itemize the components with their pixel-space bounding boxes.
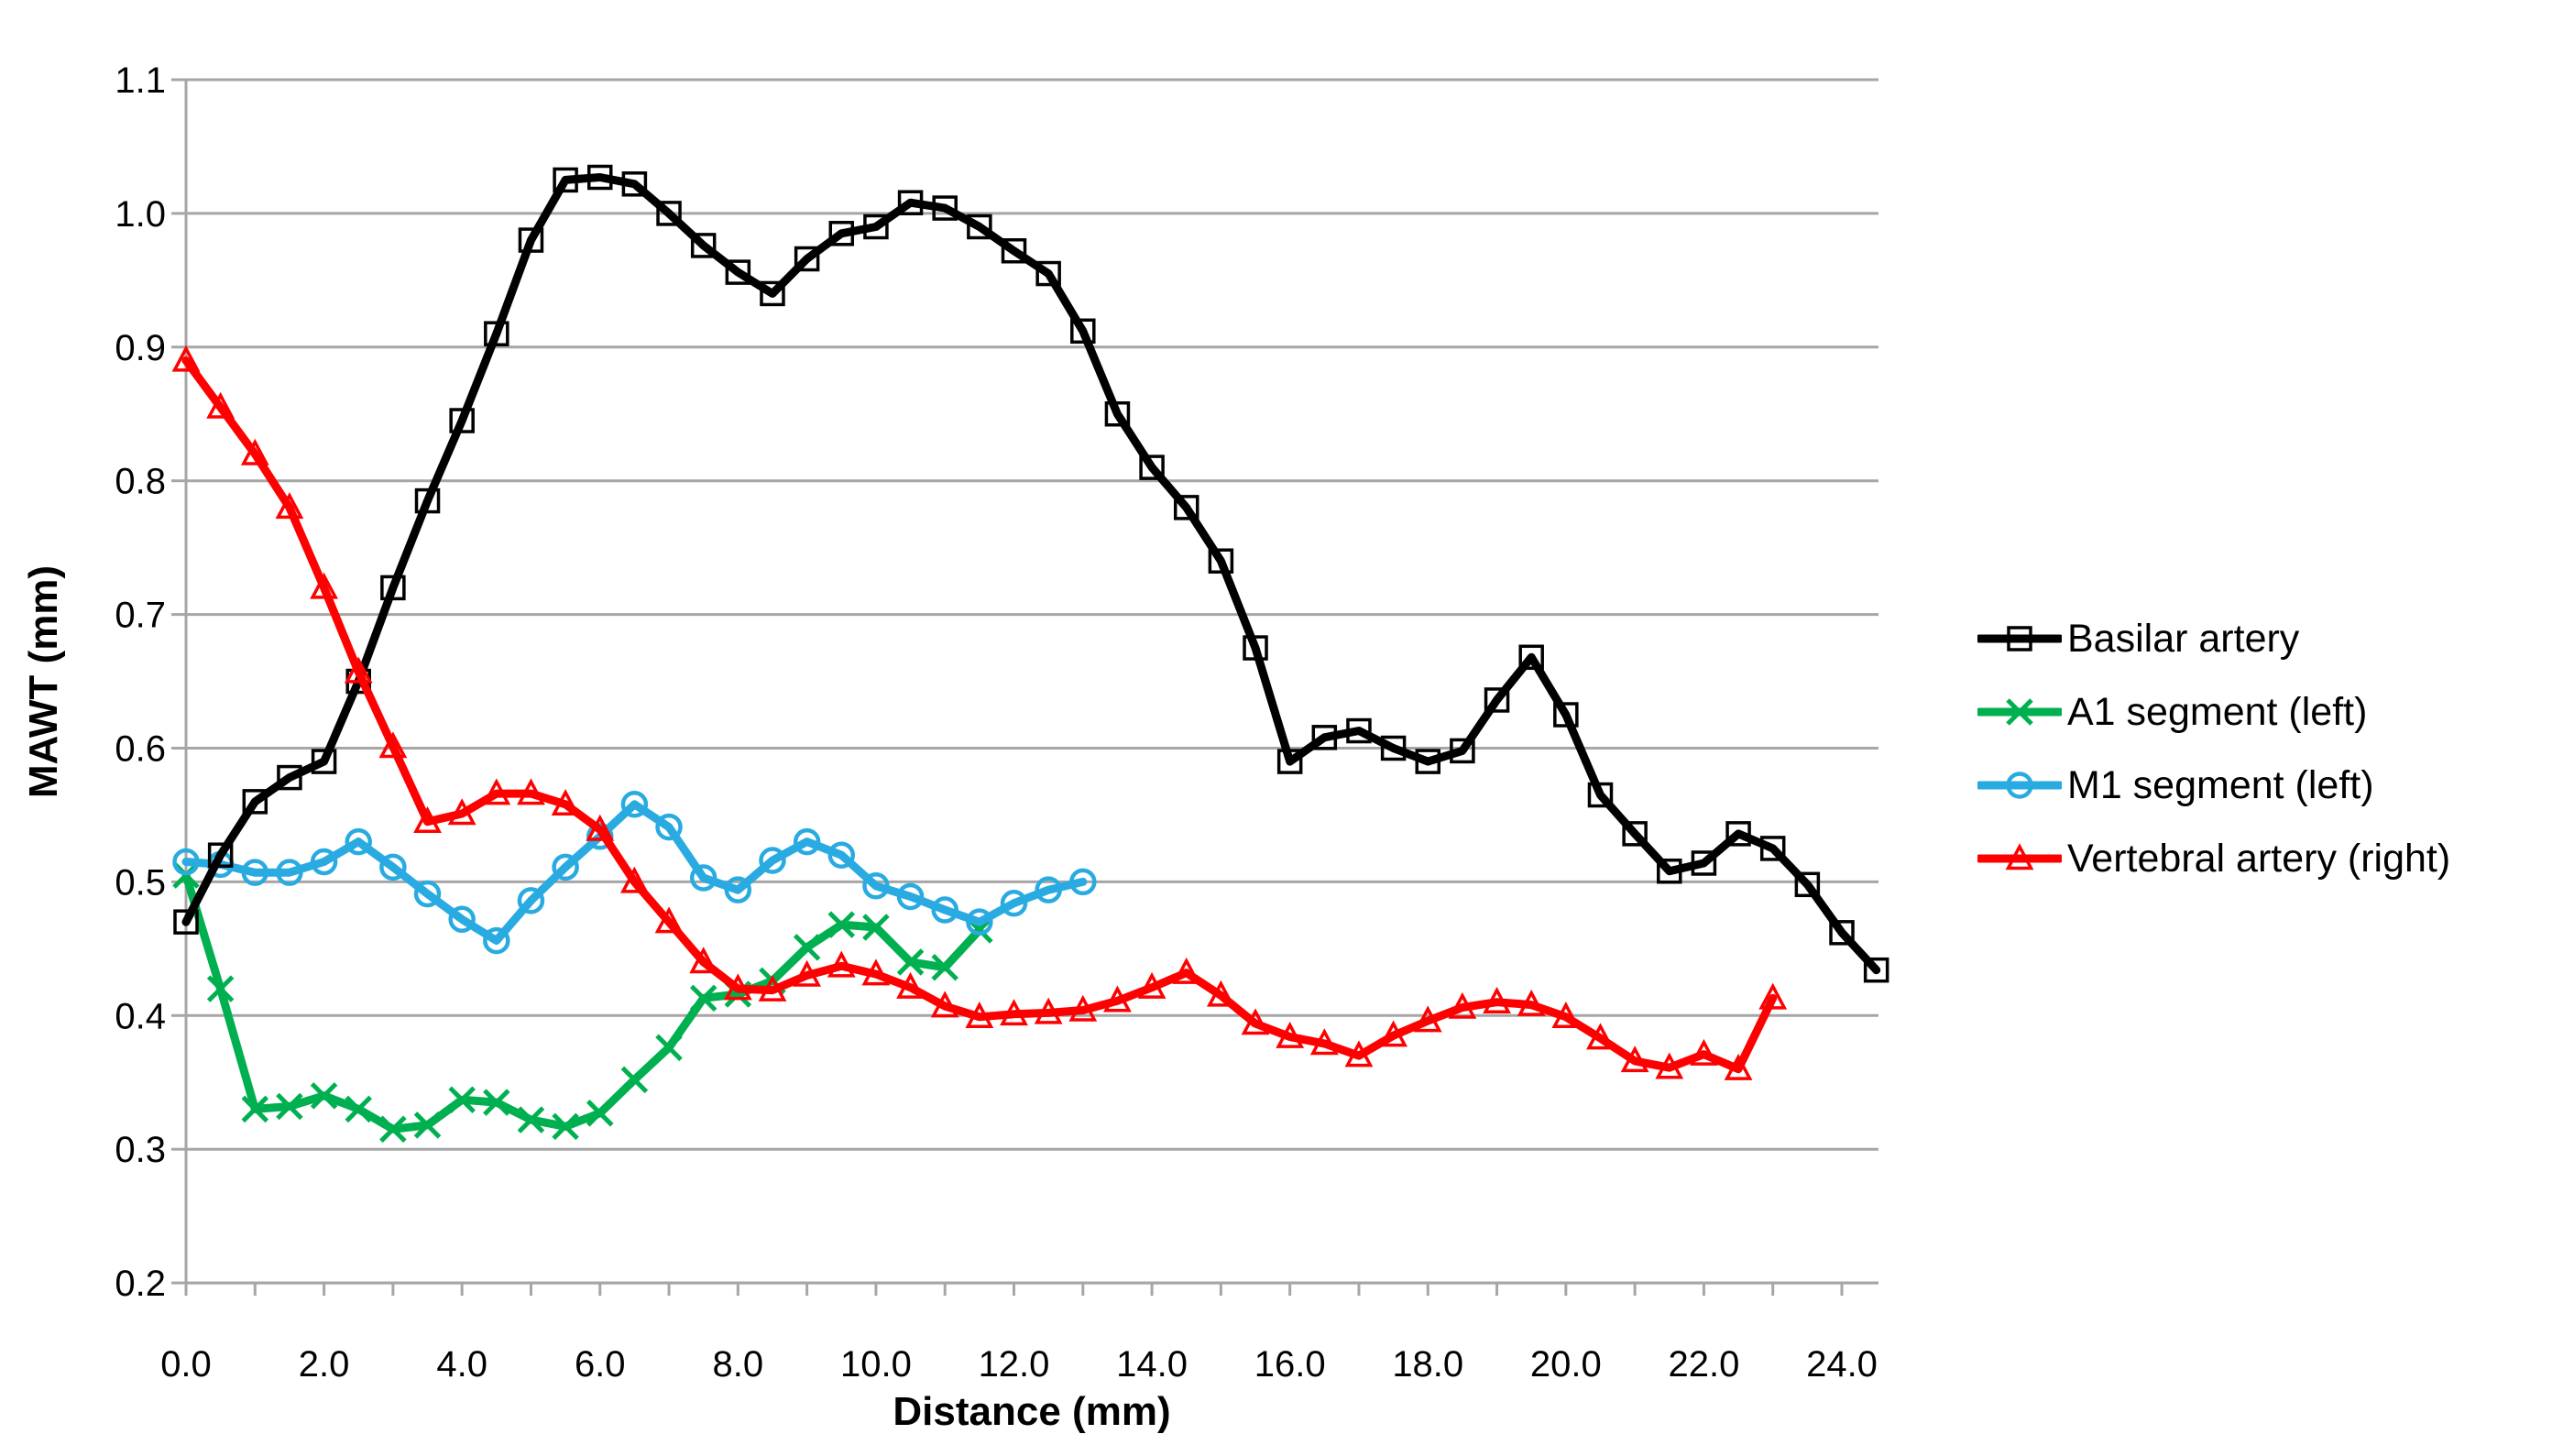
svg-text:0.9: 0.9 <box>115 328 166 368</box>
svg-text:20.0: 20.0 <box>1530 1344 1602 1385</box>
legend-item-m1-segment: M1 segment (left) <box>1977 761 2450 810</box>
legend-label: Vertebral artery (right) <box>2067 837 2451 881</box>
legend-item-a1-segment: A1 segment (left) <box>1977 687 2450 737</box>
svg-text:18.0: 18.0 <box>1392 1344 1463 1385</box>
svg-text:1.1: 1.1 <box>115 60 166 101</box>
svg-text:22.0: 22.0 <box>1668 1344 1739 1385</box>
y-axis-title: MAWT (mm) <box>21 564 66 799</box>
legend-item-basilar-artery: Basilar artery <box>1977 614 2450 663</box>
svg-text:0.2: 0.2 <box>115 1264 166 1304</box>
svg-text:1.0: 1.0 <box>115 194 166 235</box>
svg-text:24.0: 24.0 <box>1806 1344 1878 1385</box>
svg-text:0.4: 0.4 <box>115 996 166 1036</box>
svg-text:6.0: 6.0 <box>575 1344 626 1385</box>
svg-text:0.7: 0.7 <box>115 596 166 636</box>
series-a1-segment-left- <box>172 861 993 1144</box>
svg-text:10.0: 10.0 <box>840 1344 912 1385</box>
svg-text:12.0: 12.0 <box>979 1344 1050 1385</box>
svg-text:0.6: 0.6 <box>115 729 166 770</box>
svg-text:0.3: 0.3 <box>115 1130 166 1170</box>
legend: Basilar artery A1 segment (left) M1 segm… <box>1977 614 2450 907</box>
series-m1-segment-left- <box>172 791 1097 955</box>
legend-label: M1 segment (left) <box>2067 763 2374 807</box>
x-axis-title: Distance (mm) <box>893 1389 1171 1434</box>
legend-marker-square-icon <box>1977 626 2062 651</box>
legend-marker-triangle-icon <box>1977 843 2062 870</box>
legend-marker-x-icon <box>1977 698 2062 726</box>
series-basilar-artery <box>173 164 1889 983</box>
svg-text:8.0: 8.0 <box>713 1344 764 1385</box>
svg-text:4.0: 4.0 <box>436 1344 487 1385</box>
svg-text:2.0: 2.0 <box>299 1344 350 1385</box>
svg-text:16.0: 16.0 <box>1254 1344 1326 1385</box>
legend-item-vertebral-artery: Vertebral artery (right) <box>1977 834 2450 883</box>
svg-text:0.5: 0.5 <box>115 862 166 903</box>
svg-text:0.8: 0.8 <box>115 462 166 502</box>
legend-label: A1 segment (left) <box>2067 690 2368 734</box>
series-vertebral-artery-right- <box>171 345 1788 1080</box>
svg-text:14.0: 14.0 <box>1116 1344 1188 1385</box>
legend-label: Basilar artery <box>2067 617 2300 661</box>
svg-text:0.0: 0.0 <box>160 1344 212 1385</box>
legend-marker-circle-icon <box>1977 772 2062 799</box>
